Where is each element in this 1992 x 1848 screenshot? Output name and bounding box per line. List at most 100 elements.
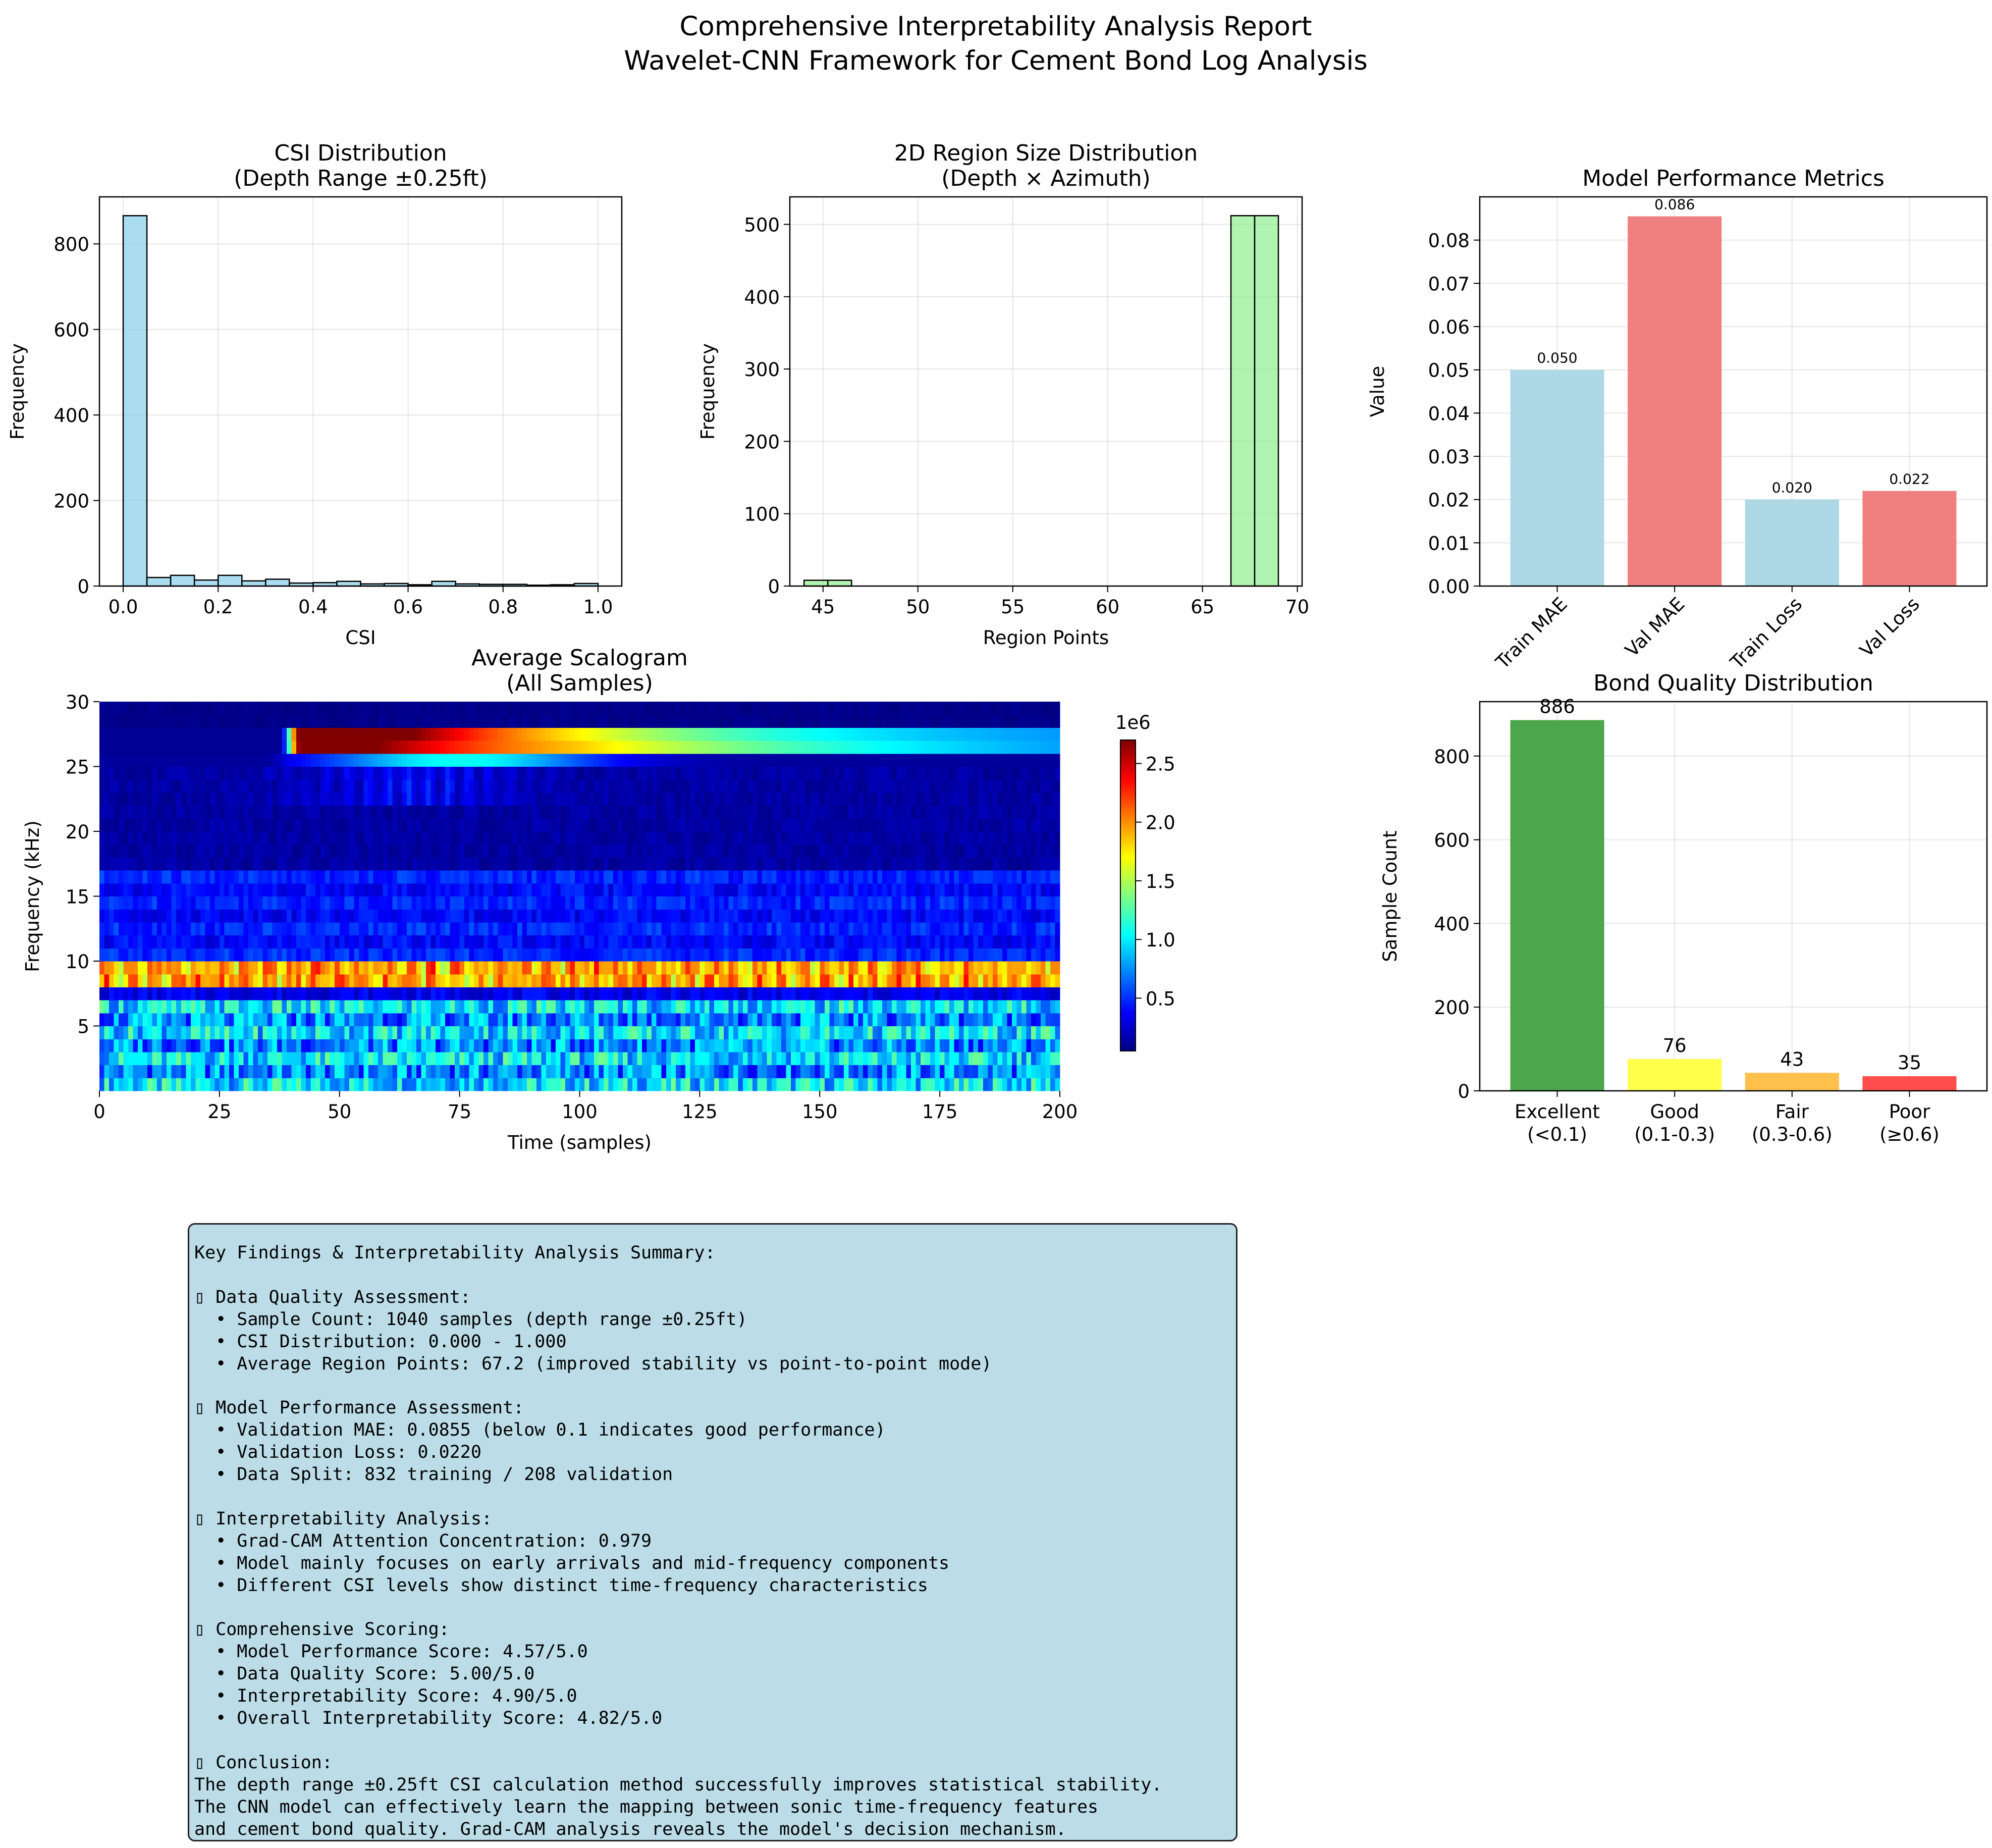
heatmap-cell	[834, 987, 839, 1000]
heatmap-cell	[373, 844, 379, 858]
heatmap-cell	[608, 1078, 614, 1091]
heatmap-cell	[824, 909, 830, 923]
heatmap-cell	[200, 883, 205, 897]
heatmap-cell	[661, 1000, 667, 1014]
heatmap-cell	[973, 805, 979, 819]
heatmap-cell	[863, 935, 868, 948]
heatmap-cell	[604, 870, 609, 884]
heatmap-cell	[882, 948, 888, 962]
heatmap-cell	[363, 948, 369, 962]
heatmap-cell	[104, 831, 110, 845]
heatmap-cell	[834, 1051, 839, 1066]
heatmap-cell	[109, 1039, 115, 1052]
heatmap-cell	[642, 870, 648, 884]
heatmap-cell	[868, 857, 873, 871]
heatmap-cell	[209, 870, 215, 884]
heatmap-cell	[719, 857, 724, 871]
heatmap-cell	[565, 1051, 571, 1066]
heatmap-cell	[599, 1000, 604, 1014]
heatmap-cell	[839, 883, 844, 897]
heatmap-cell	[373, 883, 379, 897]
heatmap-cell	[248, 1026, 254, 1039]
heatmap-cell	[325, 896, 331, 910]
heatmap-cell	[848, 857, 854, 871]
heatmap-cell	[613, 1065, 619, 1078]
heatmap-cell	[642, 1039, 648, 1052]
heatmap-cell	[301, 883, 306, 897]
heatmap-cell	[599, 948, 604, 962]
heatmap-cell	[949, 1026, 955, 1039]
heatmap-cell	[800, 818, 806, 832]
heatmap-cell	[891, 948, 897, 962]
heatmap-cell	[176, 987, 182, 1000]
heatmap-cell	[1036, 883, 1041, 897]
heatmap-cell	[296, 883, 302, 897]
heatmap-cell	[1026, 792, 1032, 806]
heatmap-cell	[262, 792, 268, 806]
heatmap-cell	[882, 922, 888, 936]
heatmap-cell	[901, 883, 907, 897]
heatmap-cell	[320, 779, 326, 793]
heatmap-cell	[190, 935, 196, 948]
heatmap-cell	[1036, 974, 1041, 987]
heatmap-cell	[436, 909, 441, 923]
heatmap-cell	[723, 987, 729, 1000]
heatmap-cell	[190, 1026, 196, 1039]
heatmap-cell	[248, 974, 254, 987]
heatmap-cell	[128, 909, 134, 923]
heatmap-cell	[940, 961, 945, 975]
heatmap-cell	[925, 922, 931, 936]
heatmap-cell	[776, 1013, 782, 1027]
heatmap-cell	[608, 961, 614, 975]
heatmap-cell	[512, 1013, 518, 1027]
heatmap-cell	[743, 1065, 748, 1078]
heatmap-cell	[464, 987, 470, 1000]
heatmap-cell	[627, 922, 633, 936]
heatmap-cell	[815, 1013, 820, 1027]
heatmap-cell	[1011, 792, 1017, 806]
heatmap-cell	[450, 896, 455, 910]
heatmap-cell	[282, 818, 287, 832]
heatmap-cell	[478, 1065, 484, 1078]
heatmap-cell	[152, 1000, 157, 1014]
heatmap-cell	[704, 974, 710, 987]
heatmap-cell	[541, 974, 547, 987]
heatmap-cell	[411, 909, 417, 923]
bar-value-label: 0.020	[1772, 480, 1812, 496]
heatmap-cell	[445, 935, 451, 948]
heatmap-cell	[330, 896, 335, 910]
heatmap-cell	[161, 1000, 167, 1014]
heatmap-cell	[421, 870, 426, 884]
heatmap-cell	[916, 1000, 921, 1014]
heatmap-cell	[968, 1039, 974, 1052]
heatmap-cell	[690, 1000, 695, 1014]
heatmap-cell	[949, 870, 955, 884]
heatmap-cell	[320, 922, 326, 936]
heatmap-cell	[229, 909, 235, 923]
heatmap-cell	[483, 1078, 489, 1091]
heatmap-cell	[176, 974, 182, 987]
heatmap-cell	[493, 974, 499, 987]
x-tick-label: 55	[1001, 596, 1025, 618]
heatmap-cell	[940, 805, 945, 819]
heatmap-cell	[238, 831, 244, 845]
heatmap-cell	[335, 870, 340, 884]
heatmap-cell	[306, 1039, 311, 1052]
heatmap-cell	[282, 1000, 287, 1014]
heatmap-cell	[161, 974, 167, 987]
heatmap-cell	[123, 896, 129, 910]
heatmap-cell	[627, 844, 633, 858]
heatmap-cell	[426, 935, 432, 948]
heatmap-cell	[1011, 948, 1017, 962]
heatmap-cell	[671, 831, 676, 845]
x-tick-label: Fair	[1775, 1101, 1809, 1123]
heatmap-cell	[387, 1000, 393, 1014]
heatmap-cell	[306, 779, 311, 793]
heatmap-cell	[613, 1000, 619, 1014]
heatmap-cell	[906, 1051, 911, 1066]
heatmap-cell	[464, 805, 470, 819]
heatmap-cell	[190, 974, 196, 987]
heatmap-cell	[647, 987, 652, 1000]
heatmap-cell	[287, 961, 292, 975]
heatmap-cell	[426, 883, 432, 897]
